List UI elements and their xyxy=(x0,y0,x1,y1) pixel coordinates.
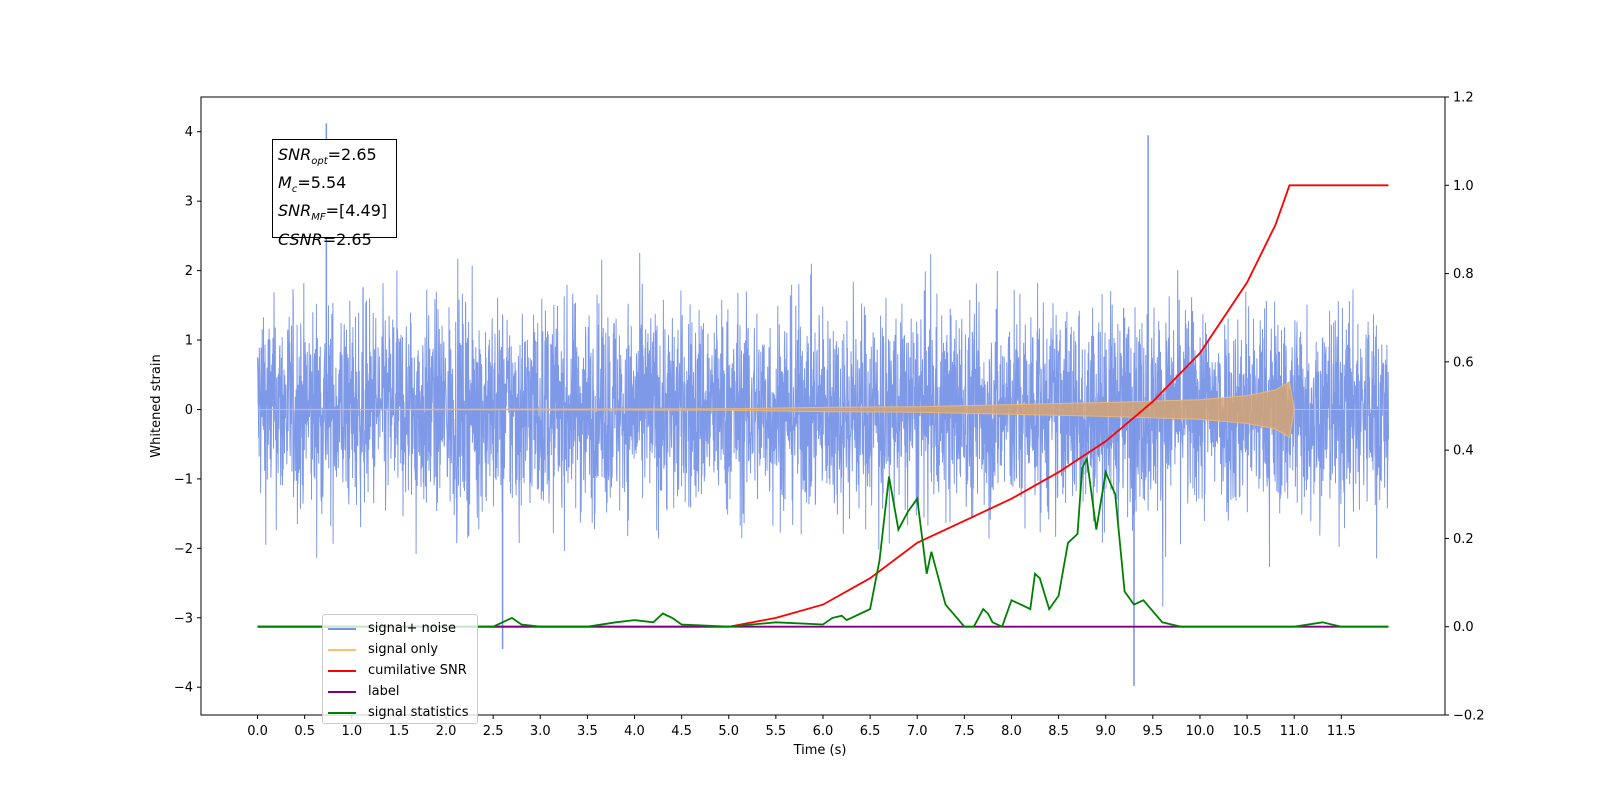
x-tick-label: 2.5 xyxy=(483,724,504,739)
x-tick-label: 1.5 xyxy=(389,724,410,739)
x-tick-label: 5.5 xyxy=(766,724,787,739)
x-tick-label: 0.0 xyxy=(247,724,268,739)
x-tick-label: 4.5 xyxy=(671,724,692,739)
y-tick-label: 0 xyxy=(185,403,193,418)
legend: signal+ noise signal only cumilative SNR… xyxy=(322,614,478,724)
series-cumilative-snr xyxy=(257,184,1389,628)
legend-item: signal statistics xyxy=(328,702,477,723)
x-tick-label: 8.5 xyxy=(1048,724,1069,739)
mc-row: Mc=5.54 xyxy=(278,173,347,196)
x-tick-label: 0.5 xyxy=(294,724,315,739)
x-tick-label: 10.0 xyxy=(1185,724,1214,739)
series-signal-only xyxy=(257,380,1389,438)
plot-layer xyxy=(257,123,1389,686)
x-tick-label: 9.0 xyxy=(1095,724,1116,739)
right-y-axis: 1.2 1.0 0.8 0.6 0.4 0.2 0.0 −0.2 xyxy=(1445,91,1485,724)
x-tick-label: 11.0 xyxy=(1280,724,1309,739)
y-axis-label: Whitened strain xyxy=(149,354,164,457)
y2-tick-label: 0.2 xyxy=(1453,532,1474,547)
x-tick-label: 11.5 xyxy=(1327,724,1356,739)
x-tick-label: 3.5 xyxy=(577,724,598,739)
y-tick-label: −2 xyxy=(174,542,193,557)
y-tick-label: 2 xyxy=(185,264,193,279)
x-tick-label: 1.0 xyxy=(341,724,362,739)
x-axis-label: Time (s) xyxy=(793,743,847,758)
x-tick-label: 6.5 xyxy=(860,724,881,739)
snr-opt-row: SNRopt=2.65 xyxy=(278,145,377,168)
y2-tick-label: 1.0 xyxy=(1453,179,1474,194)
y2-tick-label: 0.6 xyxy=(1453,355,1474,370)
snr-mf-row: SNRMF=[4.49] xyxy=(278,201,388,224)
x-tick-label: 4.0 xyxy=(624,724,645,739)
y-tick-label: −3 xyxy=(174,611,193,626)
y2-tick-label: 0.0 xyxy=(1453,620,1474,635)
x-axis: 0.0 0.5 1.0 1.5 2.0 2.5 3.0 3.5 4.0 4.5 5.0 5.5 6.0 6… xyxy=(247,715,1356,739)
x-tick-label: 7.0 xyxy=(907,724,928,739)
legend-item: label xyxy=(328,681,477,702)
y2-tick-label: 1.2 xyxy=(1453,91,1474,106)
legend-item: signal only xyxy=(328,639,477,660)
x-tick-label: 3.0 xyxy=(530,724,551,739)
left-y-axis: 4 3 2 1 0 −1 −2 −3 −4 xyxy=(174,125,201,696)
annotation-box: SNRopt=2.65 Mc=5.54 SNRMF=[4.49] CSNR=2.… xyxy=(272,139,397,249)
series-signal-noise xyxy=(257,252,1389,607)
y2-tick-label: −0.2 xyxy=(1453,709,1485,724)
x-tick-label: 2.0 xyxy=(436,724,457,739)
x-tick-label: 6.0 xyxy=(813,724,834,739)
y2-tick-label: 0.8 xyxy=(1453,267,1474,282)
y-tick-label: −4 xyxy=(174,681,193,696)
y-tick-label: 3 xyxy=(185,195,193,210)
legend-item: signal+ noise xyxy=(328,618,477,639)
csnr-row: CSNR=2.65 xyxy=(278,229,372,249)
x-tick-label: 8.0 xyxy=(1001,724,1022,739)
y-tick-label: 1 xyxy=(185,334,193,349)
x-tick-label: 10.5 xyxy=(1233,724,1262,739)
y-tick-label: −1 xyxy=(174,472,193,487)
x-tick-label: 5.0 xyxy=(718,724,739,739)
y-tick-label: 4 xyxy=(185,125,193,140)
series-signal-statistics xyxy=(257,456,1389,628)
x-tick-label: 7.5 xyxy=(954,724,975,739)
legend-item: cumilative SNR xyxy=(328,660,477,681)
y2-tick-label: 0.4 xyxy=(1453,444,1474,459)
x-tick-label: 9.5 xyxy=(1143,724,1164,739)
